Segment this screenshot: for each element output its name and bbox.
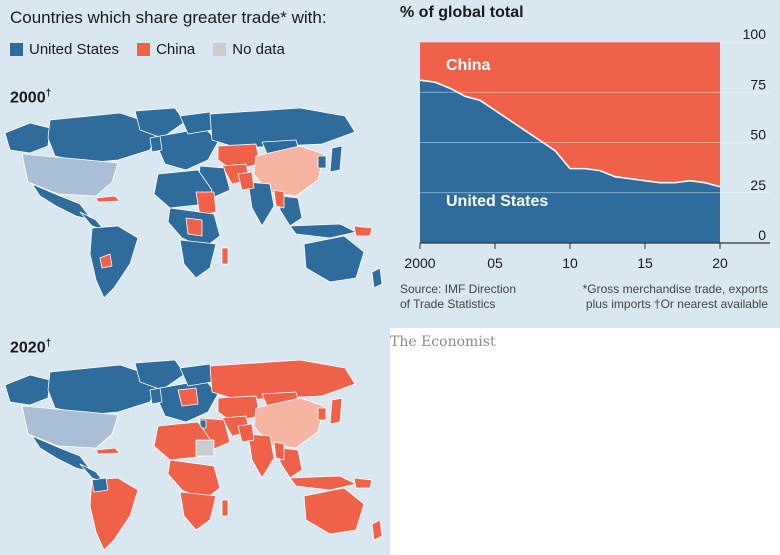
maps-panel: Countries which share greater trade* wit… <box>0 0 390 555</box>
map-2000-png <box>353 225 373 237</box>
chart-panel: 0 25 50 75 100 2000 05 10 15 20 China United States… <box>390 0 780 328</box>
map-2000-korea <box>317 155 327 169</box>
map-2020-korea <box>317 407 327 421</box>
map-2000-mark: † <box>45 88 52 99</box>
legend-swatch-china <box>137 43 151 56</box>
map-2000-myanmar <box>273 189 285 209</box>
xtick-label-2020: 20 <box>712 255 728 271</box>
map-2020-madagascar <box>221 499 229 517</box>
map-2000-cuba <box>95 195 121 203</box>
maps-heading: Countries which share greater trade* wit… <box>10 8 327 27</box>
xtick-label-2015: 15 <box>637 255 653 271</box>
map-2020-label: 2020† <box>10 338 51 357</box>
legend-swatch-no-data <box>213 43 227 56</box>
map-2000-southeast-asia <box>279 195 303 227</box>
map-2020-india <box>247 433 275 479</box>
map-2000-label: 2000† <box>10 88 51 107</box>
map-2000-alaska <box>4 122 51 154</box>
map-2020-mark: † <box>45 338 52 349</box>
legend-label-united-states: United States <box>29 41 120 58</box>
map-2000-sudan <box>195 191 217 217</box>
ytick-label-25: 25 <box>750 177 766 193</box>
map-2020-alaska <box>4 374 51 406</box>
ytick-label-0: 0 <box>758 227 766 243</box>
legend-label-no-data: No data <box>232 41 285 58</box>
map-2020-cuba <box>95 447 121 455</box>
map-2000-south-america <box>89 225 139 298</box>
area-united-states <box>420 80 720 243</box>
map-2020-south-america <box>89 477 139 550</box>
map-2020-australia <box>303 487 365 535</box>
economist-logo: The Economist <box>390 334 496 350</box>
legend-swatch-united-states <box>10 43 23 56</box>
map-2000-india <box>247 181 275 227</box>
map-2020-new-zealand <box>371 519 383 541</box>
map-2000-southern-africa <box>179 239 217 279</box>
xtick-label-2005: 05 <box>487 255 503 271</box>
area-china <box>420 42 720 187</box>
map-2020-japan <box>329 397 343 425</box>
map-2000-pakistan <box>237 171 255 191</box>
legend-label-china: China <box>156 41 196 58</box>
chart-title: % of global total <box>400 4 524 21</box>
legend-item-united-states: United States <box>10 41 119 58</box>
map-2020-no-data-country <box>195 439 215 457</box>
footnote-line-1: *Gross merchandise trade, exports <box>582 282 768 296</box>
map-2020-scandinavia <box>179 363 213 387</box>
area-chart: 0 25 50 75 100 2000 05 10 15 20 China United States <box>404 26 770 271</box>
map-2000-congo <box>185 217 203 237</box>
map-2020-russia <box>209 360 356 401</box>
map-2020-greenland <box>134 360 186 391</box>
map-2020-germany <box>177 387 199 407</box>
legend-item-no-data: No data <box>213 41 285 58</box>
map-2000-canada <box>47 112 161 164</box>
source-line-1: Source: IMF Direction <box>400 282 517 296</box>
footnote-line-2: plus imports †Or nearest available <box>585 297 768 311</box>
series-label-china: China <box>446 57 491 74</box>
world-map-2020 <box>4 360 383 550</box>
map-2000-china <box>253 145 325 197</box>
trade-footnote: *Gross merchandise trade, exports plus i… <box>583 282 768 312</box>
map-2000-year: 2000 <box>10 89 46 107</box>
map-2000-japan <box>329 145 343 173</box>
ytick-label-100: 100 <box>743 26 767 42</box>
map-2000-indonesia <box>289 223 357 239</box>
map-2000-scandinavia <box>179 111 213 135</box>
map-2000-paraguay <box>99 253 113 269</box>
map-2020-myanmar <box>273 441 285 461</box>
legend-item-china: China <box>137 41 195 58</box>
xtick-label-2010: 10 <box>562 255 578 271</box>
map-2020-canada <box>47 364 161 416</box>
source-note: Source: IMF Direction of Trade Statistic… <box>400 282 516 312</box>
map-2000-australia <box>303 235 365 283</box>
ytick-label-75: 75 <box>750 76 766 92</box>
map-2020-colombia <box>91 477 109 493</box>
map-2020-pakistan <box>237 423 255 443</box>
map-2000-mexico <box>31 183 93 221</box>
series-label-united-states: United States <box>446 193 548 210</box>
ytick-label-50: 50 <box>750 127 766 143</box>
map-2000-greenland <box>134 108 186 139</box>
xtick-label-2000: 2000 <box>404 255 435 271</box>
map-2020-year: 2020 <box>10 339 46 357</box>
map-2020-southeast-asia <box>279 447 303 479</box>
maps-legend: United States China No data <box>10 41 303 58</box>
map-2000-madagascar <box>221 247 229 265</box>
map-2020-png <box>353 477 373 489</box>
world-map-2000 <box>4 108 383 298</box>
map-2000-uk <box>149 135 163 153</box>
map-2020-mexico <box>31 435 93 473</box>
map-2020-indonesia <box>289 475 357 491</box>
source-line-2: of Trade Statistics <box>400 297 496 311</box>
map-2020-china <box>253 397 325 449</box>
map-2020-southern-africa <box>179 491 217 531</box>
map-2000-new-zealand <box>371 267 383 289</box>
series-boundary-line <box>419 79 721 188</box>
map-2000-russia <box>209 108 356 149</box>
map-2020-uk <box>149 387 163 405</box>
